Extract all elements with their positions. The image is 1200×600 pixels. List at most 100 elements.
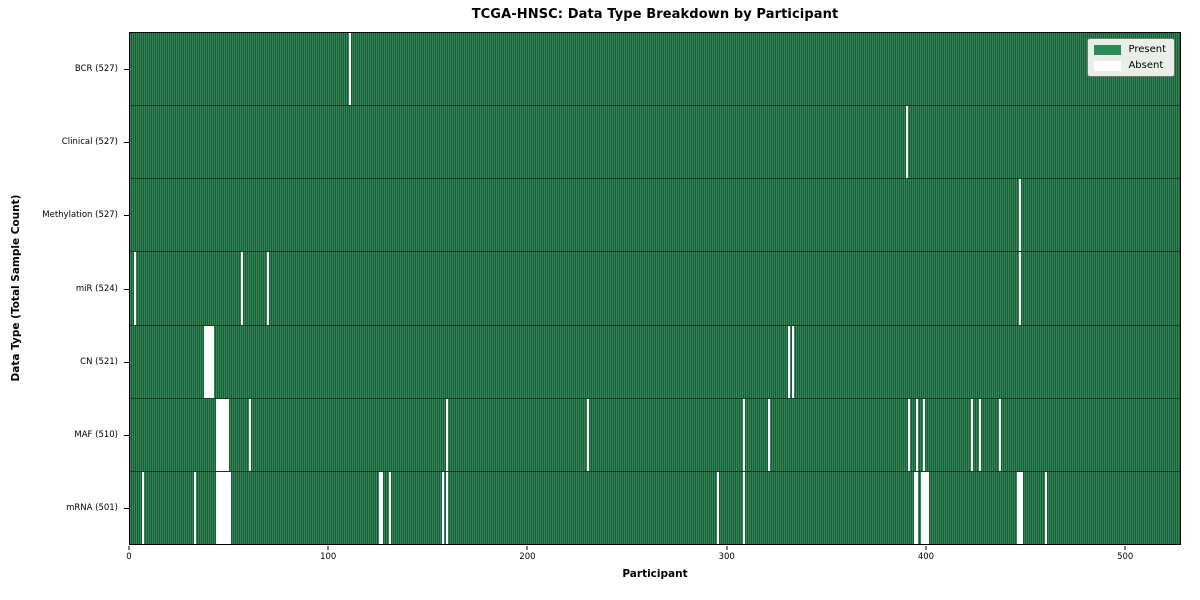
absent-mark xyxy=(241,252,244,325)
absent-mark xyxy=(1018,471,1021,544)
heatmap-row-mir xyxy=(130,251,1180,325)
absent-mark xyxy=(378,471,381,544)
absent-mark xyxy=(215,398,218,471)
x-axis-title: Participant xyxy=(622,568,688,580)
absent-mark xyxy=(215,471,218,544)
legend-item-present: Present xyxy=(1094,44,1166,55)
absent-mark xyxy=(203,325,206,398)
absent-mark xyxy=(205,325,208,398)
x-tick-mark xyxy=(1124,546,1126,550)
absent-mark xyxy=(925,471,928,544)
absent-mark xyxy=(979,398,982,471)
absent-mark xyxy=(716,471,719,544)
absent-mark xyxy=(921,471,924,544)
legend-item-absent: Absent xyxy=(1094,60,1166,71)
absent-mark xyxy=(209,325,212,398)
absent-mark xyxy=(792,325,795,398)
chart-title: TCGA-HNSC: Data Type Breakdown by Partic… xyxy=(471,7,839,22)
absent-mark xyxy=(999,398,1002,471)
absent-mark xyxy=(225,398,228,471)
absent-mark xyxy=(913,471,916,544)
y-tick-mark xyxy=(124,288,129,290)
absent-mark xyxy=(788,325,791,398)
absent-mark xyxy=(742,471,745,544)
absent-mark xyxy=(923,471,926,544)
y-tick-label-methylation: Methylation (527) xyxy=(42,210,118,221)
absent-mark xyxy=(971,398,974,471)
heatmap-row-mrna xyxy=(130,470,1180,544)
absent-mark xyxy=(915,471,918,544)
absent-mark xyxy=(217,471,220,544)
absent-mark xyxy=(388,471,391,544)
absent-mark xyxy=(1020,471,1023,544)
x-tick-label: 300 xyxy=(718,552,735,562)
absent-mark xyxy=(915,398,918,471)
present-swatch xyxy=(1094,44,1122,55)
absent-mark xyxy=(193,471,196,544)
x-tick-label: 500 xyxy=(1117,552,1134,562)
x-tick-label: 200 xyxy=(519,552,536,562)
x-tick-label: 400 xyxy=(917,552,935,562)
absent-swatch xyxy=(1094,60,1122,71)
x-tick-label: 0 xyxy=(126,552,132,562)
y-tick-label-cn: CN (521) xyxy=(80,356,118,367)
absent-mark xyxy=(907,398,910,471)
heatmap-row-maf xyxy=(130,397,1180,471)
y-tick-label-maf: MAF (510) xyxy=(74,430,118,441)
y-tick-label-mir: miR (524) xyxy=(75,283,118,294)
absent-mark xyxy=(446,398,449,471)
legend-label-absent: Absent xyxy=(1128,60,1164,71)
absent-mark xyxy=(211,325,214,398)
y-tick-mark xyxy=(124,141,129,143)
absent-mark xyxy=(442,471,445,544)
absent-mark xyxy=(380,471,383,544)
heatmap-row-clinical xyxy=(130,105,1180,179)
absent-mark xyxy=(141,471,144,544)
y-tick-mark xyxy=(124,361,129,363)
absent-mark xyxy=(267,252,270,325)
absent-mark xyxy=(219,471,222,544)
absent-mark xyxy=(587,398,590,471)
absent-mark xyxy=(207,325,210,398)
absent-mark xyxy=(446,471,449,544)
y-tick-label-mrna: mRNA (501) xyxy=(66,503,118,514)
heatmap-row-methylation xyxy=(130,178,1180,252)
y-tick-label-bcr: BCR (527) xyxy=(74,63,118,74)
absent-mark xyxy=(1018,179,1021,252)
x-tick-mark xyxy=(726,546,728,550)
plot-area: Present Absent xyxy=(129,32,1181,545)
x-tick-label: 100 xyxy=(320,552,337,562)
absent-mark xyxy=(133,252,136,325)
y-tick-mark xyxy=(124,68,129,70)
absent-mark xyxy=(249,398,252,471)
y-tick-mark xyxy=(124,215,129,217)
absent-mark xyxy=(217,398,220,471)
absent-mark xyxy=(221,398,224,471)
absent-mark xyxy=(229,471,232,544)
x-axis-ticks: 0 100 200 300 400 500 xyxy=(126,546,1181,568)
absent-mark xyxy=(1016,471,1019,544)
absent-mark xyxy=(223,471,226,544)
absent-mark xyxy=(348,33,351,106)
absent-mark xyxy=(742,398,745,471)
heatmap-rows xyxy=(130,33,1180,544)
absent-mark xyxy=(923,398,926,471)
x-tick-mark xyxy=(526,546,528,550)
heatmap-row-cn xyxy=(130,324,1180,398)
heatmap-row-bcr xyxy=(130,33,1180,106)
absent-mark xyxy=(219,398,222,471)
absent-mark xyxy=(1044,471,1047,544)
absent-mark xyxy=(905,106,908,179)
absent-mark xyxy=(225,471,228,544)
x-tick-mark xyxy=(925,546,927,550)
absent-mark xyxy=(768,398,771,471)
y-tick-mark xyxy=(124,508,129,510)
y-tick-label-clinical: Clinical (527) xyxy=(61,136,118,147)
absent-mark xyxy=(227,398,230,471)
legend-label-present: Present xyxy=(1128,44,1166,55)
x-tick-mark xyxy=(327,546,329,550)
absent-mark xyxy=(1018,252,1021,325)
legend: Present Absent xyxy=(1087,38,1175,77)
x-tick-mark xyxy=(128,546,130,550)
